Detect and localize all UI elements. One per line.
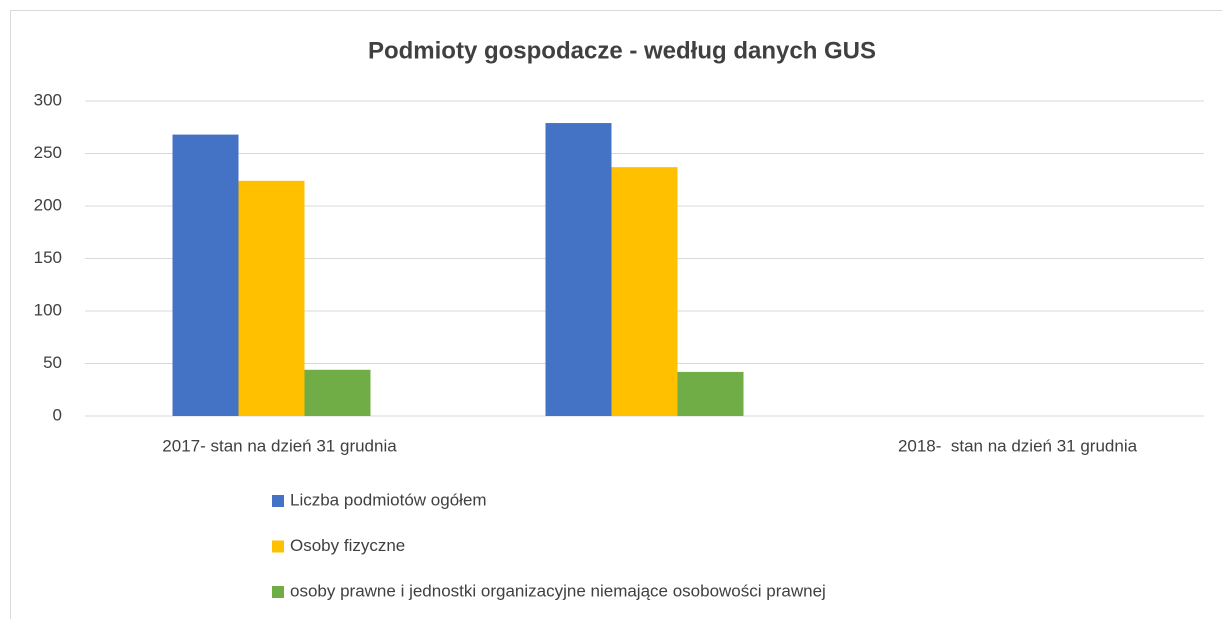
x-tick-label: 2018- stan na dzień 31 grudnia: [898, 436, 1138, 455]
bar: [238, 180, 305, 416]
bar: [304, 369, 371, 416]
legend-swatch: [272, 540, 284, 553]
y-tick-label: 0: [53, 405, 62, 424]
bar: [611, 167, 678, 416]
bar: [677, 371, 744, 416]
legend-label: Liczba podmiotów ogółem: [290, 490, 487, 509]
legend-swatch: [272, 586, 284, 598]
legend-label: Osoby fizyczne: [290, 536, 405, 555]
y-tick-label: 300: [34, 90, 62, 109]
y-tick-label: 150: [34, 248, 62, 267]
y-tick-label: 100: [34, 300, 62, 319]
y-tick-label: 200: [34, 195, 62, 214]
y-tick-label: 50: [43, 353, 62, 372]
x-tick-label: 2017- stan na dzień 31 grudnia: [162, 436, 397, 455]
legend-label: osoby prawne i jednostki organizacyjne n…: [290, 581, 826, 600]
y-tick-label: 250: [34, 143, 62, 162]
chart-title: Podmioty gospodacze - według danych GUS: [368, 37, 876, 64]
legend-swatch: [272, 495, 284, 507]
bar: [545, 123, 612, 417]
bar: [172, 134, 239, 416]
